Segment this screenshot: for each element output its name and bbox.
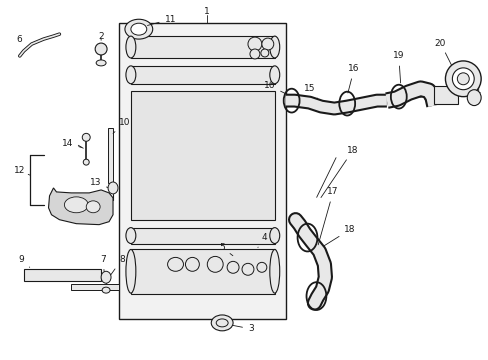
Text: 11: 11 <box>147 15 176 26</box>
Ellipse shape <box>207 256 223 272</box>
Text: 16: 16 <box>264 81 286 94</box>
Text: 2: 2 <box>98 32 104 41</box>
Ellipse shape <box>167 257 183 271</box>
Ellipse shape <box>226 261 239 273</box>
Ellipse shape <box>256 262 266 272</box>
Ellipse shape <box>126 249 136 293</box>
Text: 8: 8 <box>110 255 124 275</box>
Ellipse shape <box>445 61 480 96</box>
Ellipse shape <box>102 287 110 293</box>
Ellipse shape <box>126 228 136 243</box>
Ellipse shape <box>95 43 107 55</box>
Ellipse shape <box>108 182 118 194</box>
Bar <box>71 284 119 290</box>
Bar <box>131 249 274 294</box>
Bar <box>433 86 457 104</box>
Ellipse shape <box>269 66 279 84</box>
Ellipse shape <box>249 49 259 59</box>
Text: 12: 12 <box>14 166 30 175</box>
Ellipse shape <box>82 133 90 141</box>
Bar <box>131 36 274 58</box>
Ellipse shape <box>126 36 136 58</box>
Ellipse shape <box>269 228 279 243</box>
Ellipse shape <box>185 257 199 271</box>
Ellipse shape <box>467 90 480 105</box>
Bar <box>131 228 274 243</box>
Text: 17: 17 <box>318 188 338 245</box>
Ellipse shape <box>96 60 106 66</box>
Text: 14: 14 <box>62 139 81 148</box>
Text: 18: 18 <box>323 225 355 246</box>
Text: 21: 21 <box>469 86 481 95</box>
Ellipse shape <box>126 66 136 84</box>
Text: 7: 7 <box>100 255 106 271</box>
Text: 9: 9 <box>19 255 30 267</box>
Ellipse shape <box>242 264 253 275</box>
Ellipse shape <box>262 38 273 50</box>
Bar <box>24 269 101 281</box>
Text: 1: 1 <box>204 7 210 16</box>
Text: 5: 5 <box>219 243 232 256</box>
Bar <box>131 91 274 220</box>
Bar <box>108 129 113 183</box>
Ellipse shape <box>451 68 473 90</box>
Ellipse shape <box>101 271 111 283</box>
Text: 10: 10 <box>113 118 130 134</box>
Text: 15: 15 <box>303 84 317 99</box>
Text: 4: 4 <box>257 233 267 247</box>
Ellipse shape <box>269 36 279 58</box>
Ellipse shape <box>124 19 152 39</box>
Text: 20: 20 <box>434 39 451 66</box>
Ellipse shape <box>456 73 468 85</box>
Ellipse shape <box>247 37 262 51</box>
Text: 6: 6 <box>17 35 27 49</box>
Ellipse shape <box>131 23 146 35</box>
Ellipse shape <box>83 159 89 165</box>
Text: 3: 3 <box>232 324 253 333</box>
Bar <box>131 66 274 84</box>
Text: 18: 18 <box>320 146 358 198</box>
Ellipse shape <box>64 197 88 213</box>
Bar <box>119 23 285 319</box>
Ellipse shape <box>269 249 279 293</box>
Ellipse shape <box>260 49 268 57</box>
Text: 16: 16 <box>347 64 359 93</box>
Text: 13: 13 <box>89 179 109 188</box>
Ellipse shape <box>211 315 233 331</box>
Polygon shape <box>48 188 113 225</box>
Ellipse shape <box>86 201 100 213</box>
Text: 19: 19 <box>392 51 404 83</box>
